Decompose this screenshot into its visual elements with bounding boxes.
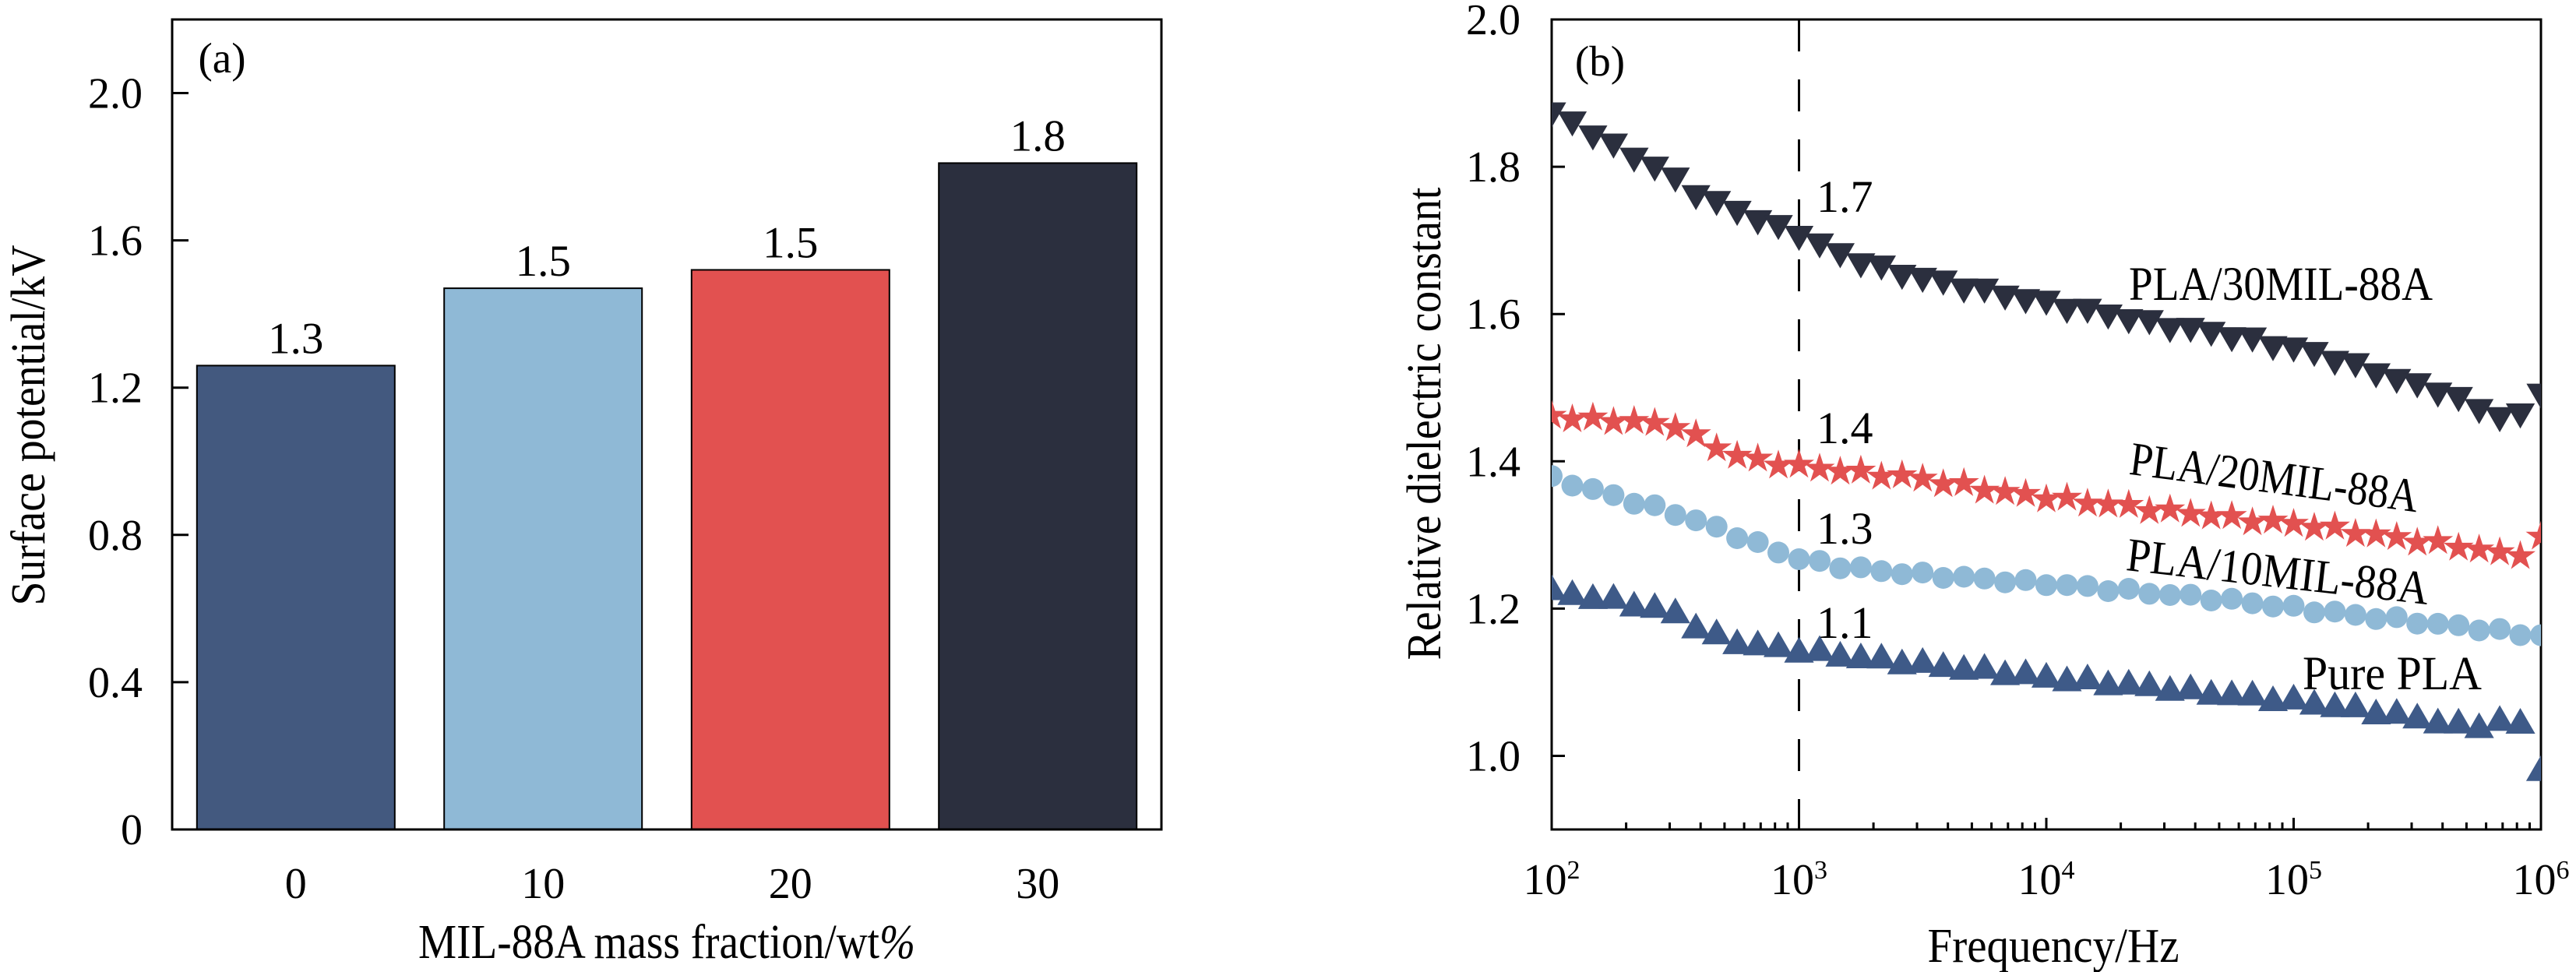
svg-text:1.5: 1.5 xyxy=(516,237,571,286)
svg-text:1.7: 1.7 xyxy=(1817,171,1873,222)
svg-text:1.6: 1.6 xyxy=(1466,291,1521,339)
svg-text:1.8: 1.8 xyxy=(1466,143,1521,192)
svg-text:Pure PLA: Pure PLA xyxy=(2303,648,2482,700)
svg-text:0: 0 xyxy=(285,860,307,908)
svg-text:Frequency/Hz: Frequency/Hz xyxy=(1928,920,2180,972)
svg-text:106: 106 xyxy=(2513,856,2570,904)
svg-text:1.0: 1.0 xyxy=(1466,733,1521,781)
svg-text:104: 104 xyxy=(2018,856,2075,904)
svg-text:PLA/30MIL-88A: PLA/30MIL-88A xyxy=(2129,259,2433,311)
svg-text:1.6: 1.6 xyxy=(88,217,143,266)
svg-text:1.2: 1.2 xyxy=(1466,585,1521,633)
svg-text:0.4: 0.4 xyxy=(88,659,143,707)
svg-text:0.8: 0.8 xyxy=(88,512,143,560)
svg-text:1.2: 1.2 xyxy=(88,364,143,413)
svg-text:1.8: 1.8 xyxy=(1010,111,1066,160)
svg-text:1.5: 1.5 xyxy=(763,219,818,268)
svg-text:2.0: 2.0 xyxy=(88,70,143,118)
svg-text:MIL-88A mass fraction/wt%: MIL-88A mass fraction/wt% xyxy=(418,916,915,969)
svg-text:10: 10 xyxy=(521,860,565,908)
svg-text:30: 30 xyxy=(1016,860,1059,908)
svg-text:1.4: 1.4 xyxy=(1817,403,1873,453)
svg-text:(b): (b) xyxy=(1575,37,1625,85)
svg-text:Relative dielectric constant: Relative dielectric constant xyxy=(1398,188,1451,660)
svg-text:1.1: 1.1 xyxy=(1817,597,1873,648)
svg-text:(a): (a) xyxy=(198,34,245,82)
svg-text:Surface potential/kV: Surface potential/kV xyxy=(2,245,55,605)
svg-text:1.3: 1.3 xyxy=(1817,503,1873,554)
svg-text:1.4: 1.4 xyxy=(1466,438,1521,486)
svg-text:0: 0 xyxy=(121,806,143,854)
svg-text:20: 20 xyxy=(769,860,812,908)
svg-text:2.0: 2.0 xyxy=(1466,0,1521,44)
svg-text:1.3: 1.3 xyxy=(268,314,323,363)
